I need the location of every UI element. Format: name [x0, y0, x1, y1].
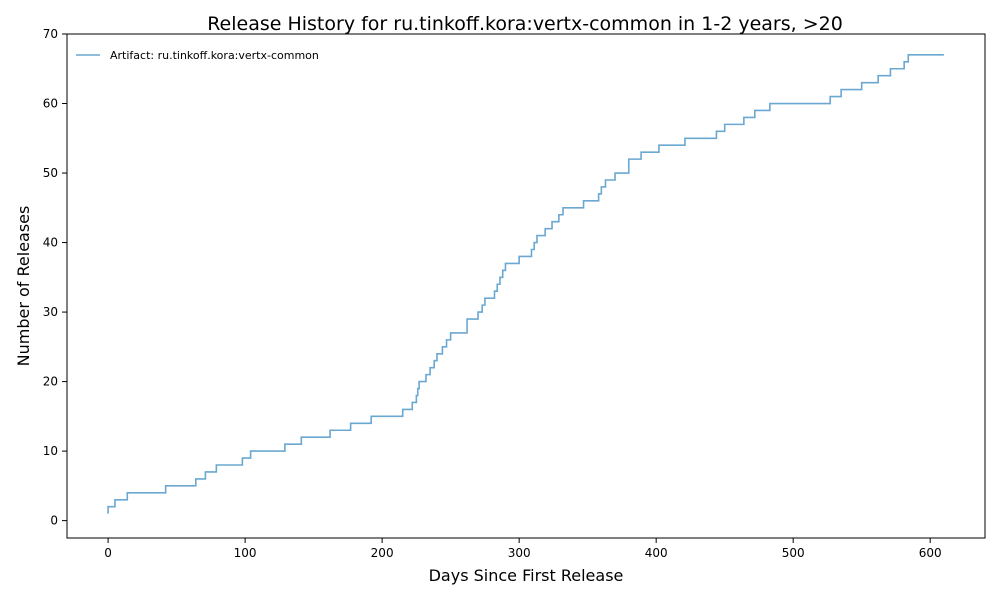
x-axis-label: Days Since First Release — [429, 566, 624, 585]
series-line — [107, 54, 944, 514]
y-tick-label: 50 — [43, 166, 58, 180]
y-tick-label: 60 — [43, 97, 58, 111]
y-tick-label: 70 — [43, 27, 58, 41]
y-tick-label: 10 — [43, 444, 58, 458]
y-tick-label: 30 — [43, 305, 58, 319]
x-tick-label: 600 — [919, 546, 942, 560]
x-tick-label: 200 — [371, 546, 394, 560]
x-tick-label: 500 — [782, 546, 805, 560]
plot-area — [67, 34, 985, 538]
x-tick-label: 0 — [104, 546, 112, 560]
chart-title: Release History for ru.tinkoff.kora:vert… — [207, 13, 843, 35]
y-tick-label: 40 — [43, 236, 58, 250]
series-layer — [107, 54, 944, 514]
x-tick-label: 400 — [645, 546, 668, 560]
y-tick-label: 20 — [43, 375, 58, 389]
plot-frame — [66, 33, 986, 539]
x-axis: 0 100 200 300 400 500 600 — [104, 538, 942, 560]
y-tick-label: 0 — [50, 514, 58, 528]
y-axis: 0 10 20 30 40 50 60 70 — [43, 27, 67, 528]
x-tick-label: 300 — [508, 546, 531, 560]
x-tick-label: 100 — [234, 546, 257, 560]
y-axis-label: Number of Releases — [14, 206, 33, 367]
legend: Artifact: ru.tinkoff.kora:vertx-common — [76, 49, 319, 62]
legend-label: Artifact: ru.tinkoff.kora:vertx-common — [110, 49, 319, 62]
